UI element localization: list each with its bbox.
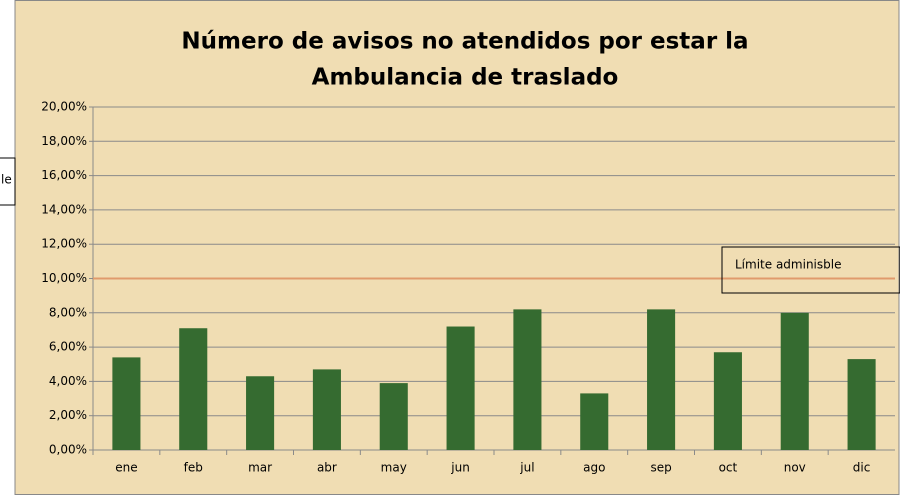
x-tick-label: may bbox=[381, 461, 407, 475]
x-tick-label: nov bbox=[784, 461, 806, 475]
y-tick-label: 10,00% bbox=[41, 271, 87, 285]
y-tick-label: 14,00% bbox=[41, 202, 87, 216]
x-tick-label: jun bbox=[450, 461, 470, 475]
bar bbox=[379, 383, 408, 450]
bar bbox=[580, 393, 609, 450]
x-tick-label: ago bbox=[583, 461, 605, 475]
chart-title: Ambulancia de traslado bbox=[312, 65, 619, 91]
x-tick-label: oct bbox=[719, 461, 738, 475]
bar bbox=[713, 352, 742, 450]
cropped-label: le bbox=[1, 173, 12, 187]
chart-title: Número de avisos no atendidos por estar … bbox=[181, 29, 748, 55]
y-tick-label: 20,00% bbox=[41, 100, 87, 114]
bar bbox=[179, 328, 208, 450]
bar bbox=[446, 326, 475, 450]
y-tick-label: 6,00% bbox=[49, 340, 87, 354]
y-tick-label: 12,00% bbox=[41, 237, 87, 251]
x-tick-label: mar bbox=[248, 461, 272, 475]
bar bbox=[312, 369, 341, 450]
reference-label: Límite adminisble bbox=[735, 258, 841, 272]
y-tick-label: 18,00% bbox=[41, 134, 87, 148]
x-tick-label: sep bbox=[650, 461, 671, 475]
bar bbox=[780, 312, 809, 450]
bar bbox=[513, 309, 542, 450]
bar bbox=[847, 359, 876, 450]
cropped-box bbox=[0, 157, 16, 206]
bar bbox=[647, 309, 676, 450]
y-tick-label: 2,00% bbox=[49, 408, 87, 422]
x-tick-label: ene bbox=[115, 461, 137, 475]
bar bbox=[112, 357, 141, 450]
x-tick-label: jul bbox=[519, 461, 534, 475]
x-tick-label: feb bbox=[184, 461, 203, 475]
x-tick-label: dic bbox=[853, 461, 871, 475]
y-tick-label: 4,00% bbox=[49, 374, 87, 388]
y-tick-label: 16,00% bbox=[41, 168, 87, 182]
y-tick-label: 8,00% bbox=[49, 305, 87, 319]
reference-box bbox=[721, 246, 900, 294]
y-tick-label: 0,00% bbox=[49, 443, 87, 457]
x-tick-label: abr bbox=[317, 461, 337, 475]
bar bbox=[246, 376, 275, 450]
